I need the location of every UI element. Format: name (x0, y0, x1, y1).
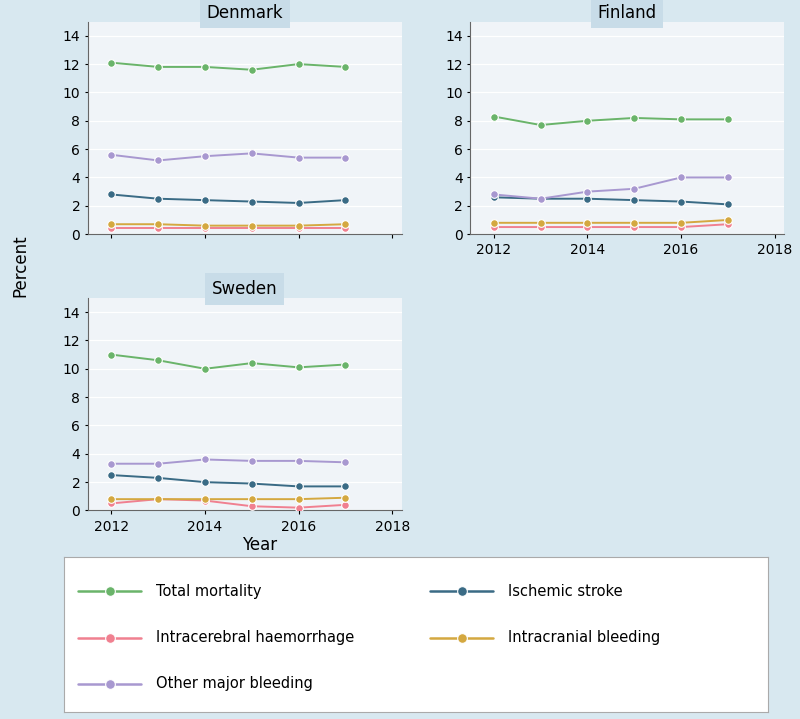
Title: Finland: Finland (598, 4, 657, 22)
Text: Total mortality: Total mortality (155, 584, 261, 599)
Title: Denmark: Denmark (206, 4, 283, 22)
Text: Other major bleeding: Other major bleeding (155, 677, 312, 692)
Text: Intracerebral haemorrhage: Intracerebral haemorrhage (155, 630, 354, 645)
Text: Ischemic stroke: Ischemic stroke (507, 584, 622, 599)
Title: Sweden: Sweden (212, 280, 278, 298)
Text: Year: Year (242, 536, 278, 554)
Text: Intracranial bleeding: Intracranial bleeding (507, 630, 660, 645)
Text: Percent: Percent (11, 234, 29, 298)
